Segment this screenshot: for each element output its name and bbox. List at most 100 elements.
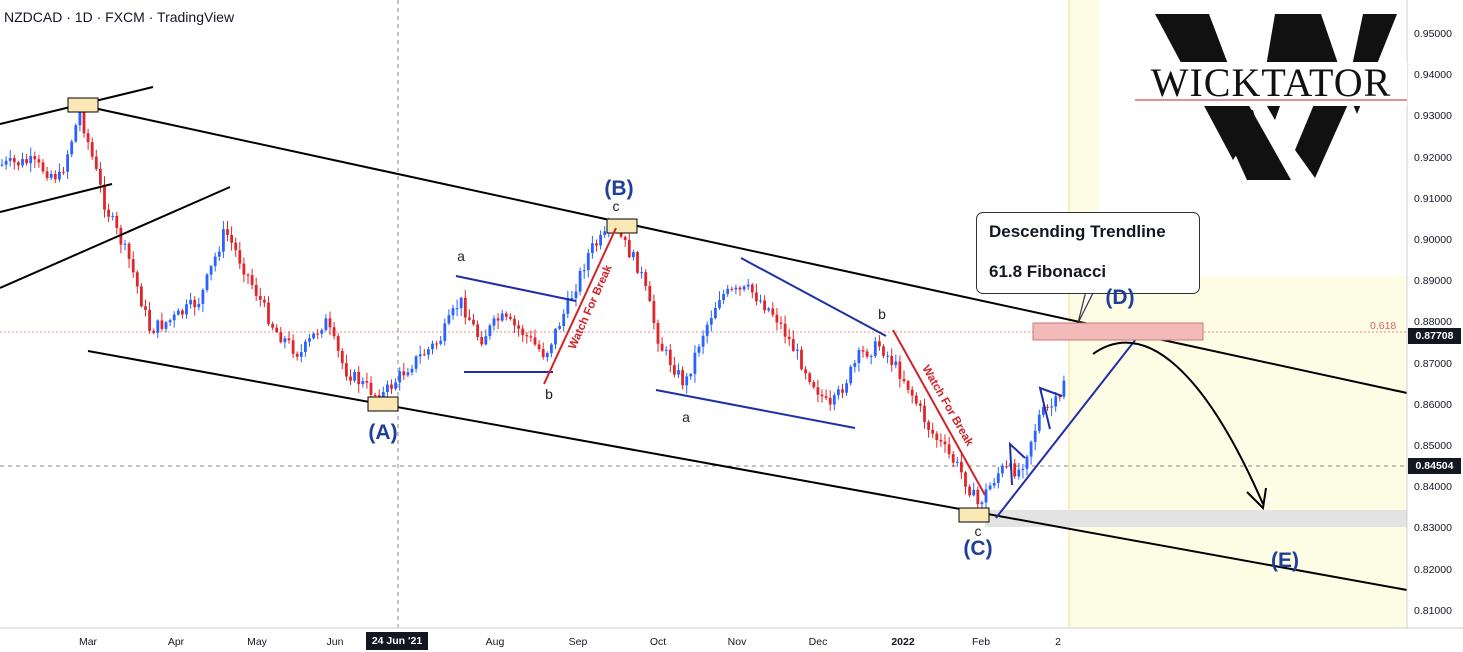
candle-body: [4, 160, 8, 165]
triangle-pattern-1: [455, 275, 577, 373]
candle-body: [144, 306, 147, 310]
candle-body: [759, 300, 762, 302]
candle-body: [865, 351, 869, 357]
candle-body: [90, 142, 94, 157]
candle-body: [1025, 456, 1029, 469]
candle-body: [1005, 466, 1008, 468]
candle-body: [853, 363, 857, 367]
candle-body: [955, 461, 959, 463]
candle-body: [320, 330, 324, 334]
candle-body: [824, 396, 828, 398]
candle-body: [627, 240, 631, 258]
candle-body: [418, 354, 422, 357]
candle-body: [115, 215, 119, 228]
candle-body: [127, 243, 131, 260]
price-tick-label: 0.84000: [1414, 481, 1452, 494]
candle-body: [951, 454, 955, 463]
candle-body: [496, 318, 500, 321]
candle-body: [1042, 406, 1045, 415]
price-tick-label: 0.83000: [1414, 522, 1452, 535]
candle-body: [861, 350, 865, 352]
candle-body: [558, 326, 561, 329]
candle-body: [750, 284, 754, 293]
candle-body: [21, 159, 24, 166]
candle-body: [394, 382, 397, 389]
pivot-box-c: [958, 507, 990, 523]
candle-body: [730, 288, 734, 290]
candle-body: [431, 343, 434, 350]
candle-body: [295, 353, 299, 357]
subwave-b2: b: [878, 306, 886, 322]
candle-body: [914, 395, 918, 404]
subwave-a2: a: [682, 409, 690, 425]
candle-body: [873, 341, 877, 357]
sep-3: ·: [148, 9, 154, 25]
candle-body: [935, 433, 939, 440]
sep-1: ·: [66, 9, 71, 25]
candle-body: [304, 341, 307, 353]
candle-body: [398, 371, 402, 383]
channel-upper-line: [79, 104, 1408, 394]
candle-body: [525, 335, 529, 337]
candle-body: [213, 256, 217, 267]
candle-body: [299, 352, 303, 357]
candle-body: [837, 389, 840, 396]
wedge-pattern-2: [655, 257, 887, 429]
candle-body: [390, 384, 393, 389]
watch-break-label-1: Watch For Break: [567, 263, 615, 352]
candle-body: [701, 335, 705, 347]
candle-body: [234, 242, 238, 251]
candle-body: [316, 333, 320, 335]
candle-body: [968, 486, 971, 496]
candle-body: [910, 389, 914, 396]
watch-line-2: [892, 329, 986, 496]
candle-body: [185, 304, 188, 315]
candle-body: [451, 308, 455, 316]
fib-level-label: 0.618: [1370, 320, 1397, 332]
candle-body: [33, 156, 37, 160]
candle-body: [361, 381, 365, 385]
candle-body: [1054, 396, 1058, 407]
candle-body: [832, 395, 836, 405]
candle-body: [41, 162, 45, 172]
candle-body: [312, 333, 315, 339]
time-tick-label: Apr: [167, 636, 185, 648]
wicktator-logo: WICKTATOR: [1135, 10, 1407, 182]
candle-body: [324, 318, 328, 331]
candle-body: [533, 337, 537, 345]
candle-body: [291, 340, 295, 354]
candle-body: [791, 339, 795, 351]
candle-body: [62, 171, 65, 173]
candle-body: [484, 336, 488, 345]
candle-body: [500, 313, 504, 321]
candle-body: [578, 270, 582, 292]
annotation-callout[interactable]: Descending Trendline 61.8 Fibonacci: [976, 212, 1200, 294]
interval[interactable]: 1D: [74, 9, 93, 25]
candle-body: [541, 349, 545, 358]
candle-body: [1001, 466, 1004, 474]
time-tick-label: Feb: [971, 636, 991, 648]
symbol[interactable]: NZDCAD: [4, 9, 63, 25]
candle-body: [960, 461, 963, 473]
chart-header: NZDCAD · 1D · FXCM · TradingView: [4, 9, 234, 25]
candle-body: [86, 133, 90, 143]
rising-trendline: [995, 338, 1137, 519]
candle-body: [709, 318, 713, 325]
candle-body: [254, 284, 258, 296]
candle-body: [119, 227, 123, 245]
candle-body: [275, 327, 279, 333]
candle-body: [156, 320, 160, 333]
candle-body: [332, 327, 336, 337]
candle-body: [632, 252, 635, 258]
candle-body: [869, 356, 873, 358]
candle-body: [603, 231, 607, 235]
candle-body: [197, 303, 201, 308]
candle-body: [783, 323, 787, 337]
candle-body: [70, 141, 74, 155]
subwave-b1: b: [545, 386, 553, 402]
candle-body: [513, 318, 516, 326]
candle-body: [189, 299, 192, 305]
candle-body: [226, 229, 229, 235]
price-tick-label: 0.95000: [1414, 28, 1452, 40]
